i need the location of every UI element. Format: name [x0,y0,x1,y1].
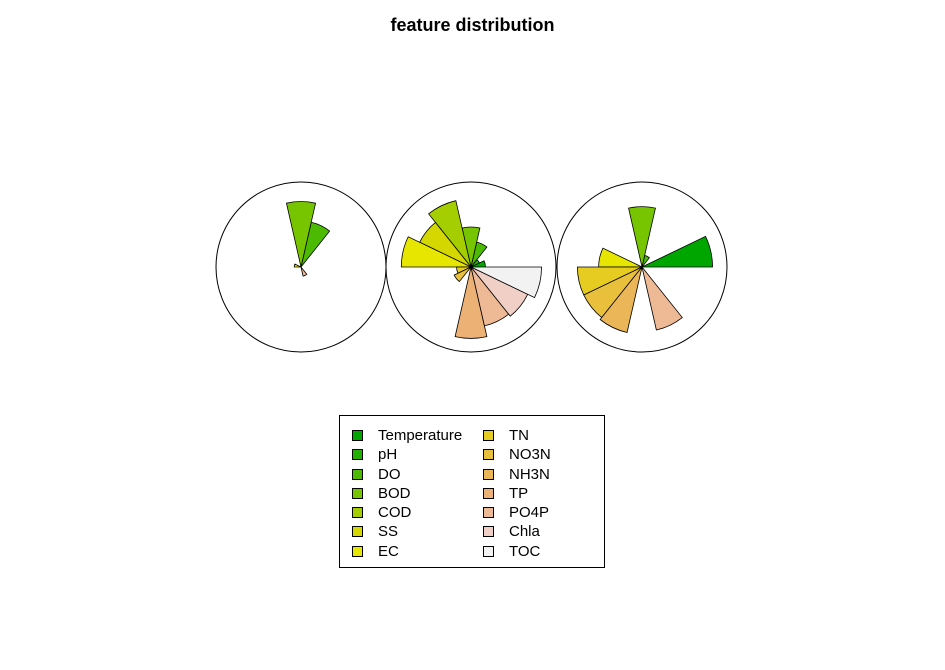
legend-label: DO [378,465,401,483]
star-1 [215,181,387,353]
legend-label: pH [378,446,398,464]
legend-label: TOC [509,542,541,560]
star-boundary-circle [385,181,557,353]
segment-ec [598,247,643,268]
legend-swatch [352,487,363,499]
legend-label: NH3N [509,465,550,483]
segment-po4p [641,266,683,331]
star-boundary-circle [556,181,728,353]
legend-swatch [352,507,363,519]
legend-swatch [352,468,363,480]
segment-ec [400,236,472,268]
segment-cod [428,200,472,268]
segment-no3n [453,266,472,283]
star-3 [556,181,728,353]
legend-label: Chla [509,523,540,541]
segment-tp [454,266,488,339]
segment-po4p [300,266,308,277]
legend-swatch [352,526,363,538]
legend-label: SS [378,523,399,541]
segment-ec [293,263,302,268]
legend: Temperature pH DO BOD COD SS EC TN NO3N NH3N TP PO… [339,415,605,568]
legend-swatch [352,430,363,441]
segment-nh3n [599,266,643,333]
legend-swatch [483,487,494,499]
legend-label: Temperature [378,427,463,444]
legend-swatch [483,449,494,461]
legend-swatch [483,526,494,538]
legend-label: NO3N [509,446,551,464]
legend-label: TP [509,484,529,502]
segment-temperature [641,235,713,268]
chart-title: feature distribution [390,15,555,35]
star-2 [385,181,557,353]
legend-swatch [483,507,494,519]
segment-bod [628,206,656,268]
legend-label: PO4P [509,504,550,522]
legend-label: EC [378,542,399,560]
legend-swatch [352,449,363,461]
legend-swatch [483,545,494,557]
legend-swatch [352,545,363,557]
legend-swatch [483,468,494,480]
legend-label: COD [378,504,412,522]
segment-bod [285,201,317,268]
legend-label: TN [509,427,529,444]
legend-swatch [483,430,494,441]
segment-toc [470,266,542,299]
legend-label: BOD [378,484,411,502]
